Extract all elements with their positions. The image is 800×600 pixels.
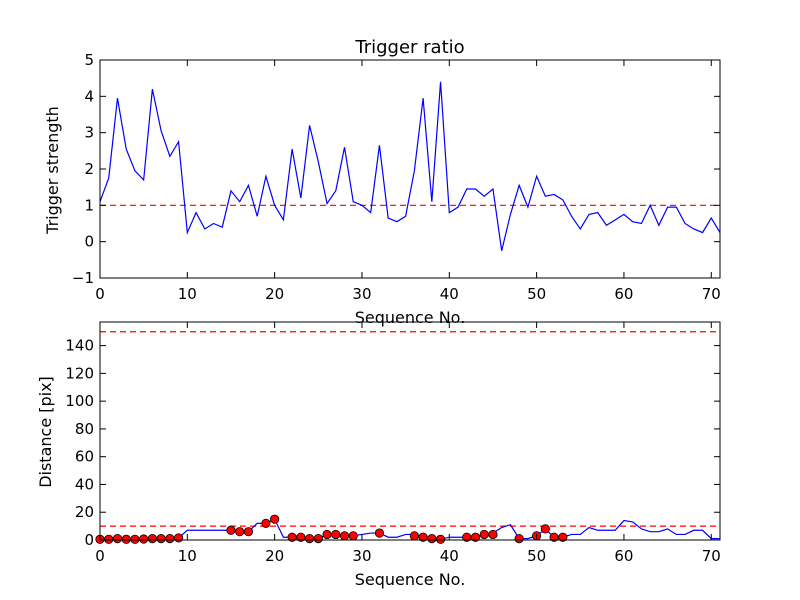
data-point — [147, 534, 157, 544]
y-tick-label: 0 — [84, 531, 94, 549]
x-tick-label: 60 — [614, 285, 633, 303]
y-tick-label: 20 — [75, 503, 94, 521]
y-tick-label: 1 — [84, 196, 94, 214]
x-tick-label: 10 — [178, 285, 197, 303]
axes-frame — [99, 321, 721, 541]
data-point — [435, 534, 446, 544]
axes-frame — [99, 59, 721, 279]
x-tick-label: 20 — [265, 285, 284, 303]
y-tick-label: 100 — [65, 392, 94, 410]
x-tick-label: 50 — [527, 285, 546, 303]
y-tick-label: 120 — [65, 364, 94, 382]
data-point — [112, 534, 123, 544]
data-point — [339, 531, 350, 541]
x-tick-label: 10 — [178, 547, 197, 565]
x-axis-label: Sequence No. — [355, 570, 466, 589]
y-tick-label: 4 — [84, 87, 94, 105]
data-point — [235, 527, 245, 537]
data-point — [470, 532, 481, 542]
data-point — [173, 533, 184, 543]
data-point — [270, 514, 280, 524]
y-axis-label: Distance [pix] — [36, 376, 55, 488]
x-tick-label: 40 — [440, 547, 459, 565]
data-point — [374, 528, 385, 538]
y-axis-label: Trigger strength — [43, 106, 62, 235]
y-tick-label: 3 — [84, 124, 94, 142]
data-point — [130, 534, 140, 544]
data-point — [261, 518, 271, 528]
y-tick-label: 0 — [84, 233, 94, 251]
data-point — [226, 525, 236, 535]
y-tick-label: 60 — [75, 448, 94, 466]
trigger-ratio-panel: Trigger ratio Sequence No. Trigger stren… — [43, 37, 721, 327]
x-tick-label: 30 — [352, 547, 371, 565]
data-point — [348, 531, 358, 541]
data-point — [409, 531, 419, 541]
data-point — [514, 534, 524, 544]
x-tick-label: 40 — [440, 285, 459, 303]
y-tick-label: 2 — [84, 160, 94, 178]
data-point — [558, 532, 568, 542]
data-point — [156, 534, 166, 544]
x-axis-label: Sequence No. — [355, 308, 466, 327]
data-point — [104, 534, 114, 544]
x-tick-label: 0 — [95, 547, 105, 565]
data-point — [243, 527, 254, 537]
x-tick-label: 70 — [702, 285, 721, 303]
x-tick-label: 60 — [614, 547, 633, 565]
data-point — [540, 524, 550, 534]
y-tick-label: 40 — [75, 475, 94, 493]
x-tick-label: 20 — [265, 547, 284, 565]
data-point — [322, 529, 332, 540]
data-point — [296, 532, 306, 542]
data-point — [165, 534, 175, 544]
chart-title: Trigger ratio — [354, 37, 464, 58]
data-point — [331, 529, 341, 540]
x-tick-label: 30 — [352, 285, 371, 303]
y-tick-label: −1 — [72, 269, 94, 287]
x-tick-label: 0 — [95, 285, 105, 303]
series-line — [99, 81, 721, 251]
data-point — [418, 532, 428, 542]
data-point — [313, 534, 323, 544]
y-tick-label: 80 — [75, 420, 94, 438]
x-tick-label: 50 — [527, 547, 546, 565]
distance-panel: Sequence No. Distance [pix] 0 10 20 30 40 50 6… — [36, 321, 721, 589]
data-point — [427, 534, 437, 544]
data-point — [479, 529, 489, 540]
y-tick-label: 5 — [84, 51, 94, 69]
data-point — [121, 534, 131, 544]
data-point — [304, 534, 315, 544]
x-tick-label: 70 — [702, 547, 721, 565]
data-point — [488, 529, 498, 540]
data-point — [139, 534, 149, 544]
y-tick-label: 140 — [65, 337, 94, 355]
